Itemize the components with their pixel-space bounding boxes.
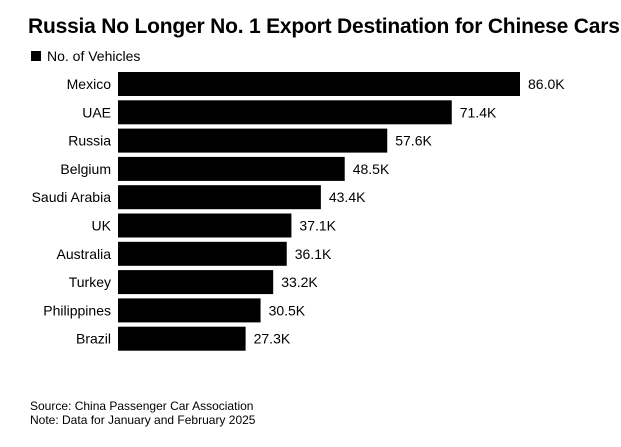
bar-saudi-arabia bbox=[118, 185, 321, 210]
category-label-philippines: Philippines bbox=[43, 302, 111, 318]
bar-brazil bbox=[118, 326, 246, 351]
legend: No. of Vehicles bbox=[31, 48, 140, 64]
bar-mexico bbox=[118, 72, 520, 96]
value-label-brazil: 27.3K bbox=[254, 331, 291, 347]
source-note: Source: China Passenger Car Association bbox=[30, 399, 254, 413]
legend-swatch bbox=[31, 51, 41, 61]
legend-label: No. of Vehicles bbox=[47, 48, 141, 64]
category-label-australia: Australia bbox=[57, 246, 112, 262]
category-label-mexico: Mexico bbox=[67, 76, 112, 92]
category-label-belgium: Belgium bbox=[60, 161, 111, 177]
footnotes: Source: China Passenger Car Association … bbox=[30, 399, 255, 427]
category-label-uae: UAE bbox=[82, 104, 111, 120]
bar-turkey bbox=[118, 270, 274, 295]
bar-russia bbox=[118, 128, 388, 153]
value-label-australia: 36.1K bbox=[295, 246, 332, 262]
bar-philippines bbox=[118, 298, 261, 323]
category-label-turkey: Turkey bbox=[69, 274, 111, 290]
bar-belgium bbox=[118, 156, 345, 181]
value-label-uae: 71.4K bbox=[460, 104, 497, 120]
bar-uk bbox=[118, 213, 292, 238]
value-label-turkey: 33.2K bbox=[281, 274, 318, 290]
category-label-brazil: Brazil bbox=[76, 331, 111, 347]
chart-title: Russia No Longer No. 1 Export Destinatio… bbox=[28, 15, 620, 38]
category-label-saudi-arabia: Saudi Arabia bbox=[32, 189, 112, 205]
data-note: Note: Data for January and February 2025 bbox=[30, 413, 256, 427]
value-label-saudi-arabia: 43.4K bbox=[329, 189, 366, 205]
value-label-philippines: 30.5K bbox=[269, 302, 306, 318]
value-label-belgium: 48.5K bbox=[353, 161, 390, 177]
category-label-uk: UK bbox=[92, 218, 112, 234]
value-label-uk: 37.1K bbox=[299, 218, 336, 234]
bar-australia bbox=[118, 241, 287, 266]
value-label-russia: 57.6K bbox=[395, 133, 432, 149]
category-label-russia: Russia bbox=[68, 133, 111, 149]
value-label-mexico: 86.0K bbox=[528, 76, 565, 92]
bar-uae bbox=[118, 100, 452, 125]
